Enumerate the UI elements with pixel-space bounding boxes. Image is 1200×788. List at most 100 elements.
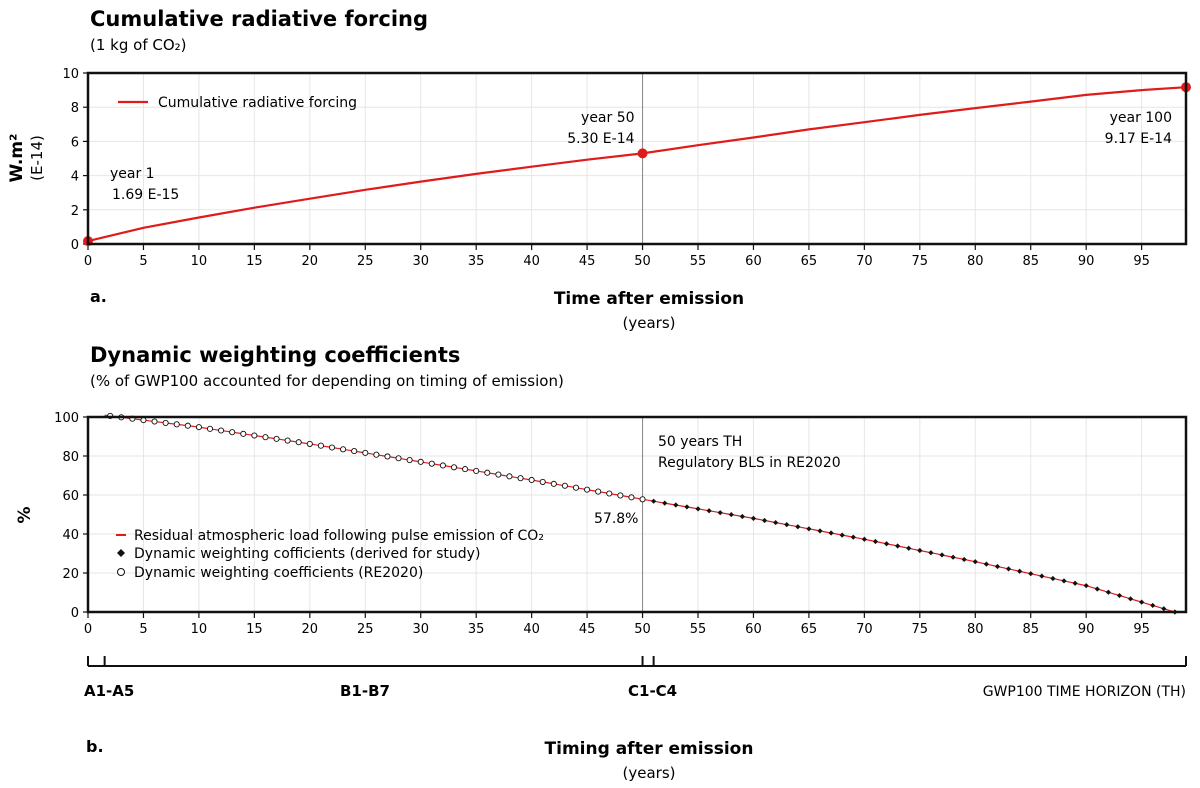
re2020-point — [561, 482, 568, 489]
derived-point — [861, 536, 867, 542]
chart-b-title: Dynamic weighting coefficients — [90, 343, 460, 367]
re2020-point — [351, 448, 358, 455]
x-tick-label: 35 — [468, 254, 485, 269]
x-tick-label: 15 — [246, 254, 263, 269]
x-tick-label: 45 — [579, 622, 596, 637]
chart-b-panel-label: b. — [86, 737, 104, 756]
derived-point — [1127, 596, 1134, 602]
x-tick-label: 80 — [967, 622, 984, 637]
x-tick-label: 20 — [302, 622, 319, 637]
derived-point — [828, 530, 834, 536]
re2020-point — [162, 419, 169, 426]
re2020-point — [340, 446, 347, 453]
derived-point — [773, 519, 779, 526]
re2020-point — [395, 455, 402, 462]
x-tick-label: 75 — [912, 622, 929, 637]
re2020-point — [151, 418, 158, 425]
marker-year-label: year 1 — [110, 166, 155, 182]
legend-circle-swatch — [117, 568, 125, 576]
derived-point — [906, 545, 912, 551]
re2020-point — [195, 424, 202, 431]
marker-value-label: 1.69 E-15 — [112, 187, 179, 203]
x-tick-label: 35 — [468, 622, 485, 637]
derived-point — [1083, 583, 1089, 589]
derived-point — [1105, 589, 1111, 595]
derived-point — [1139, 599, 1145, 605]
x-tick-label: 75 — [912, 254, 929, 269]
chart-a-legend: Cumulative radiative forcing — [158, 95, 357, 111]
chart-b-value-label: 57.8% — [594, 511, 638, 527]
phase-label-th: GWP100 TIME HORIZON (TH) — [983, 684, 1186, 700]
re2020-point — [439, 462, 446, 469]
derived-point — [806, 526, 812, 532]
chart-a-title: Cumulative radiative forcing — [90, 7, 428, 31]
re2020-point — [406, 457, 413, 464]
x-tick-label: 25 — [357, 622, 374, 637]
y-tick-label: 2 — [71, 204, 79, 219]
derived-point — [662, 500, 668, 506]
chart-b-ticks: 0 5 10 15 20 25 30 35 40 45 50 55 60 65 70 75 80 85 90 95 0 2… — [54, 411, 1150, 637]
legend-derived-label: Dynamic weighting cofficients (derived f… — [134, 546, 480, 562]
re2020-point — [273, 435, 280, 442]
re2020-point — [206, 425, 214, 432]
x-tick-label: 25 — [357, 254, 374, 269]
x-tick-label: 80 — [967, 254, 984, 269]
derived-point — [1017, 568, 1023, 574]
derived-point — [917, 547, 923, 554]
derived-point — [739, 513, 745, 520]
re2020-point — [328, 444, 336, 451]
derived-point — [994, 563, 1001, 570]
derived-point — [950, 554, 956, 560]
derived-point — [695, 506, 701, 512]
phase-label-c1-c4: C1-C4 — [628, 682, 677, 700]
chart-a-xlabel: Time after emission — [554, 289, 744, 309]
re2020-point — [450, 464, 458, 471]
derived-point — [1039, 573, 1045, 579]
x-tick-label: 10 — [191, 254, 208, 269]
legend-re2020-label: Dynamic weighting coefficients (RE2020) — [134, 565, 423, 581]
derived-point — [961, 556, 967, 563]
chart-a-ylabel-sub: (E-14) — [28, 135, 46, 181]
derived-point — [706, 508, 712, 514]
derived-point — [928, 550, 934, 556]
x-tick-label: 60 — [745, 622, 762, 637]
re2020-point — [362, 449, 369, 456]
data-point-marker — [637, 148, 648, 159]
chart-a-xlabel-sub: (years) — [623, 314, 676, 332]
x-tick-label: 90 — [1078, 622, 1095, 637]
derived-point — [1005, 566, 1012, 572]
re2020-point — [484, 469, 491, 476]
derived-point — [839, 532, 845, 538]
chart-b-subtitle: (% of GWP100 accounted for depending on … — [90, 372, 564, 390]
chart-a-frame — [86, 71, 1188, 246]
re2020-point — [173, 421, 180, 428]
derived-point — [684, 504, 690, 510]
x-tick-label: 70 — [856, 622, 873, 637]
chart-a-subtitle: (1 kg of CO₂) — [90, 36, 187, 54]
phase-label-b1-b7: B1-B7 — [340, 682, 390, 700]
re2020-point — [229, 429, 236, 436]
derived-point — [939, 552, 945, 558]
chart-b-ylabel: % — [15, 506, 35, 523]
x-tick-label: 5 — [139, 622, 147, 637]
re2020-point — [462, 466, 469, 473]
chart-b-points — [107, 412, 1178, 615]
derived-point — [784, 522, 790, 528]
y-tick-label: 8 — [71, 101, 79, 116]
re2020-point — [506, 473, 513, 480]
derived-point — [1028, 571, 1034, 577]
x-tick-label: 30 — [412, 622, 429, 637]
y-tick-label: 20 — [62, 567, 79, 582]
x-tick-label: 95 — [1133, 254, 1150, 269]
re2020-point — [384, 453, 391, 460]
chart-b-frame — [86, 415, 1188, 614]
derived-point — [850, 534, 856, 540]
x-tick-label: 95 — [1133, 622, 1150, 637]
re2020-point — [417, 458, 424, 465]
derived-point — [983, 561, 989, 567]
x-tick-label: 55 — [690, 622, 707, 637]
marker-value-label: 9.17 E-14 — [1105, 131, 1172, 147]
derived-point — [1094, 586, 1100, 592]
x-tick-label: 50 — [634, 622, 651, 637]
